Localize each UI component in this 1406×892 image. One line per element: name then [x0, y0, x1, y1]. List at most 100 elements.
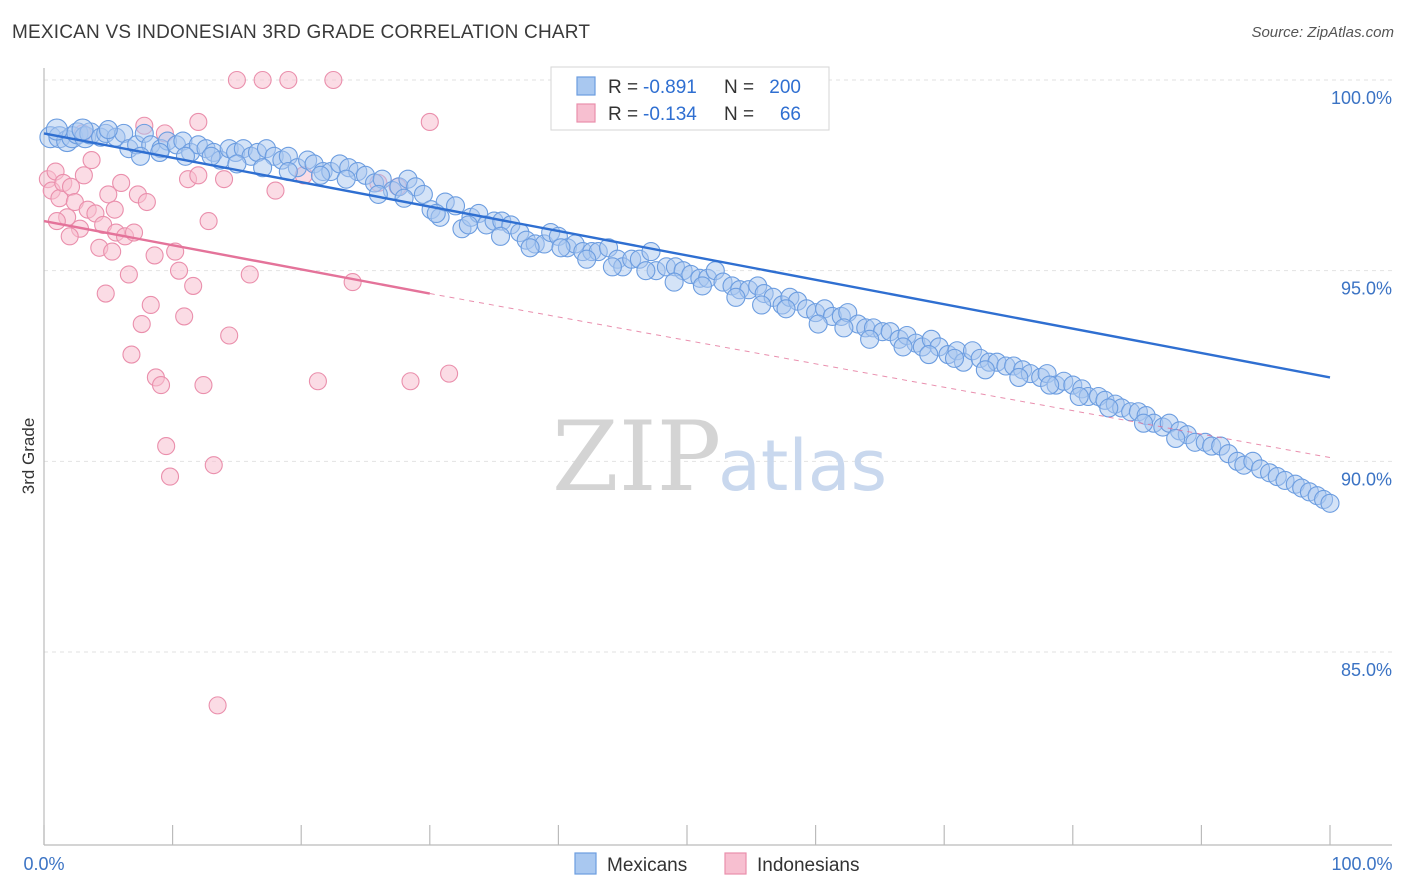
- mexicans-point: [692, 276, 712, 296]
- source-label: Source: ZipAtlas.com: [1251, 24, 1394, 41]
- axes: [43, 68, 1392, 846]
- mexicans-point: [893, 337, 913, 357]
- indonesians-point: [175, 307, 194, 326]
- mexicans-point: [602, 257, 622, 277]
- indonesians-point: [145, 246, 164, 265]
- legend-n-label-mexicans: N =: [724, 77, 754, 98]
- mexicans-point: [808, 314, 828, 334]
- bottom-legend-swatch-mexicans: [574, 852, 597, 875]
- legend-n-label-indonesians: N =: [724, 104, 754, 125]
- mexicans-point: [636, 261, 656, 281]
- stats-legend-box: [550, 66, 830, 131]
- mexicans-point: [150, 142, 170, 163]
- chart-title: MEXICAN VS INDONESIAN 3RD GRADE CORRELAT…: [12, 22, 591, 43]
- indonesians-point: [208, 696, 227, 715]
- mexicans-point: [551, 238, 571, 258]
- indonesians-point: [160, 467, 180, 486]
- mexicans-point: [394, 188, 414, 208]
- indonesians-point: [122, 345, 141, 364]
- indonesians-point: [96, 284, 115, 303]
- mexicans-point: [834, 318, 854, 338]
- y-tick-labels: 100.0% 95.0% 90.0% 85.0%: [1331, 88, 1392, 680]
- bottom-legend-swatch-indonesians: [724, 852, 747, 875]
- indonesians-point: [137, 192, 156, 212]
- mexicans-points: [39, 118, 1340, 513]
- watermark-zip: ZIP: [552, 401, 721, 513]
- mexicans-point: [201, 146, 221, 166]
- indonesians-point: [189, 112, 208, 131]
- mexicans-point: [752, 295, 772, 315]
- y-tick-label: 85.0%: [1341, 660, 1392, 680]
- legend-r-label-mexicans: R =: [608, 77, 638, 98]
- stats-legend-swatch-mexicans: [576, 76, 596, 96]
- indonesians-point: [220, 326, 239, 345]
- legend-r-value-mexicans: -0.891: [643, 77, 697, 98]
- bottom-legend: Mexicans Indonesians: [574, 852, 859, 876]
- indonesians-point: [60, 227, 79, 246]
- legend-n-value-mexicans: 200: [769, 77, 801, 98]
- mexicans-point: [1040, 375, 1060, 395]
- indonesians-point: [184, 276, 203, 295]
- x-tick-label-max: 100.0%: [1331, 854, 1392, 874]
- watermark-atlas: atlas: [718, 425, 887, 507]
- indonesians-point: [105, 200, 124, 219]
- mexicans-point: [919, 345, 939, 365]
- stats-legend: R = -0.891 N = 200 R = -0.134 N = 66: [550, 66, 830, 131]
- indonesians-point: [157, 437, 176, 456]
- x-tick-label-min: 0.0%: [23, 854, 64, 874]
- indonesians-point: [194, 376, 213, 395]
- indonesians-point: [151, 376, 171, 395]
- indonesians-point: [308, 372, 327, 391]
- indonesians-point: [343, 273, 362, 292]
- indonesians-point: [420, 112, 439, 131]
- legend-r-label-indonesians: R =: [608, 104, 638, 125]
- mexicans-point: [1069, 386, 1089, 407]
- mexicans-point: [458, 215, 478, 235]
- mexicans-point: [71, 118, 94, 141]
- indonesians-point: [74, 166, 93, 185]
- indonesians-trend-line: [43, 219, 431, 295]
- indonesians-point: [141, 295, 160, 315]
- mexicans-point: [975, 360, 995, 380]
- mexicans-point: [253, 158, 273, 178]
- indonesians-point: [82, 151, 101, 170]
- mexicans-trend-line: [43, 132, 1331, 379]
- indonesians-point: [240, 265, 259, 284]
- mexicans-point: [520, 238, 540, 258]
- legend-r-value-indonesians: -0.134: [643, 104, 697, 125]
- mexicans-point: [726, 287, 746, 307]
- mexicans-point: [413, 184, 433, 204]
- indonesians-point: [440, 364, 459, 383]
- mexicans-point: [944, 348, 965, 368]
- indonesians-point: [214, 170, 234, 189]
- indonesians-point: [401, 372, 420, 391]
- y-tick-label: 90.0%: [1341, 469, 1392, 489]
- mexicans-point: [1320, 493, 1340, 513]
- y-axis-title: 3rd Grade: [19, 418, 38, 495]
- mexicans-point: [310, 165, 331, 185]
- y-tick-label: 95.0%: [1341, 279, 1392, 299]
- mexicans-point: [664, 272, 684, 292]
- indonesians-point: [119, 265, 138, 284]
- bottom-legend-label-mexicans: Mexicans: [607, 855, 687, 876]
- mexicans-point: [641, 242, 661, 262]
- y-tick-label: 100.0%: [1331, 88, 1392, 108]
- indonesians-point: [103, 242, 122, 261]
- indonesians-trend-extension: [429, 293, 1331, 459]
- indonesians-point: [253, 70, 272, 90]
- mexicans-point: [368, 184, 388, 204]
- stats-legend-swatch-indonesians: [576, 103, 596, 123]
- indonesians-point: [47, 212, 66, 231]
- indonesians-points: [38, 70, 459, 715]
- mexicans-point: [860, 329, 880, 349]
- mexicans-point: [1133, 413, 1154, 433]
- indonesians-point: [204, 456, 223, 475]
- indonesians-point: [99, 185, 118, 204]
- x-ticks: [43, 825, 1331, 845]
- mexicans-point: [1009, 367, 1029, 387]
- indonesians-point: [169, 261, 189, 280]
- trend-lines: [43, 132, 1331, 459]
- watermark: ZIP atlas: [552, 401, 887, 513]
- indonesians-point: [279, 70, 298, 90]
